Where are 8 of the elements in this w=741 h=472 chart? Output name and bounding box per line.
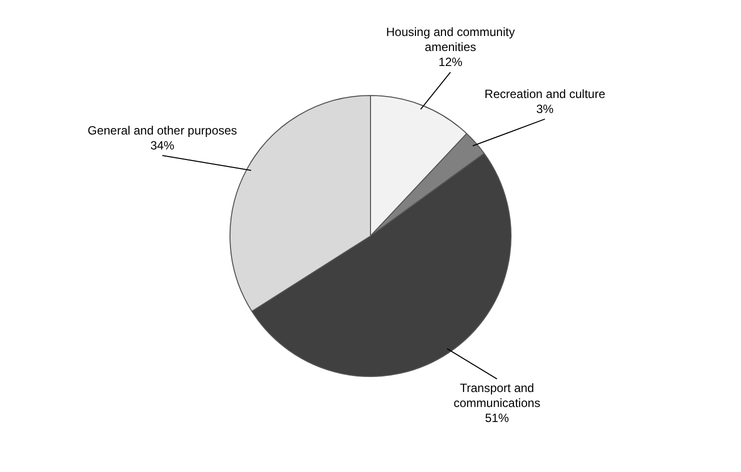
- slice-label: Transport and communications: [454, 380, 540, 410]
- slice-label: General and other purposes: [88, 123, 238, 138]
- slice-label: Recreation and culture: [484, 86, 606, 101]
- data-label: 12%: [438, 55, 463, 70]
- slice-label: Housing and community amenities: [386, 25, 515, 54]
- data-label: 34%: [150, 138, 175, 152]
- data-label: 51%: [484, 410, 510, 425]
- data-label: 3%: [536, 102, 554, 116]
